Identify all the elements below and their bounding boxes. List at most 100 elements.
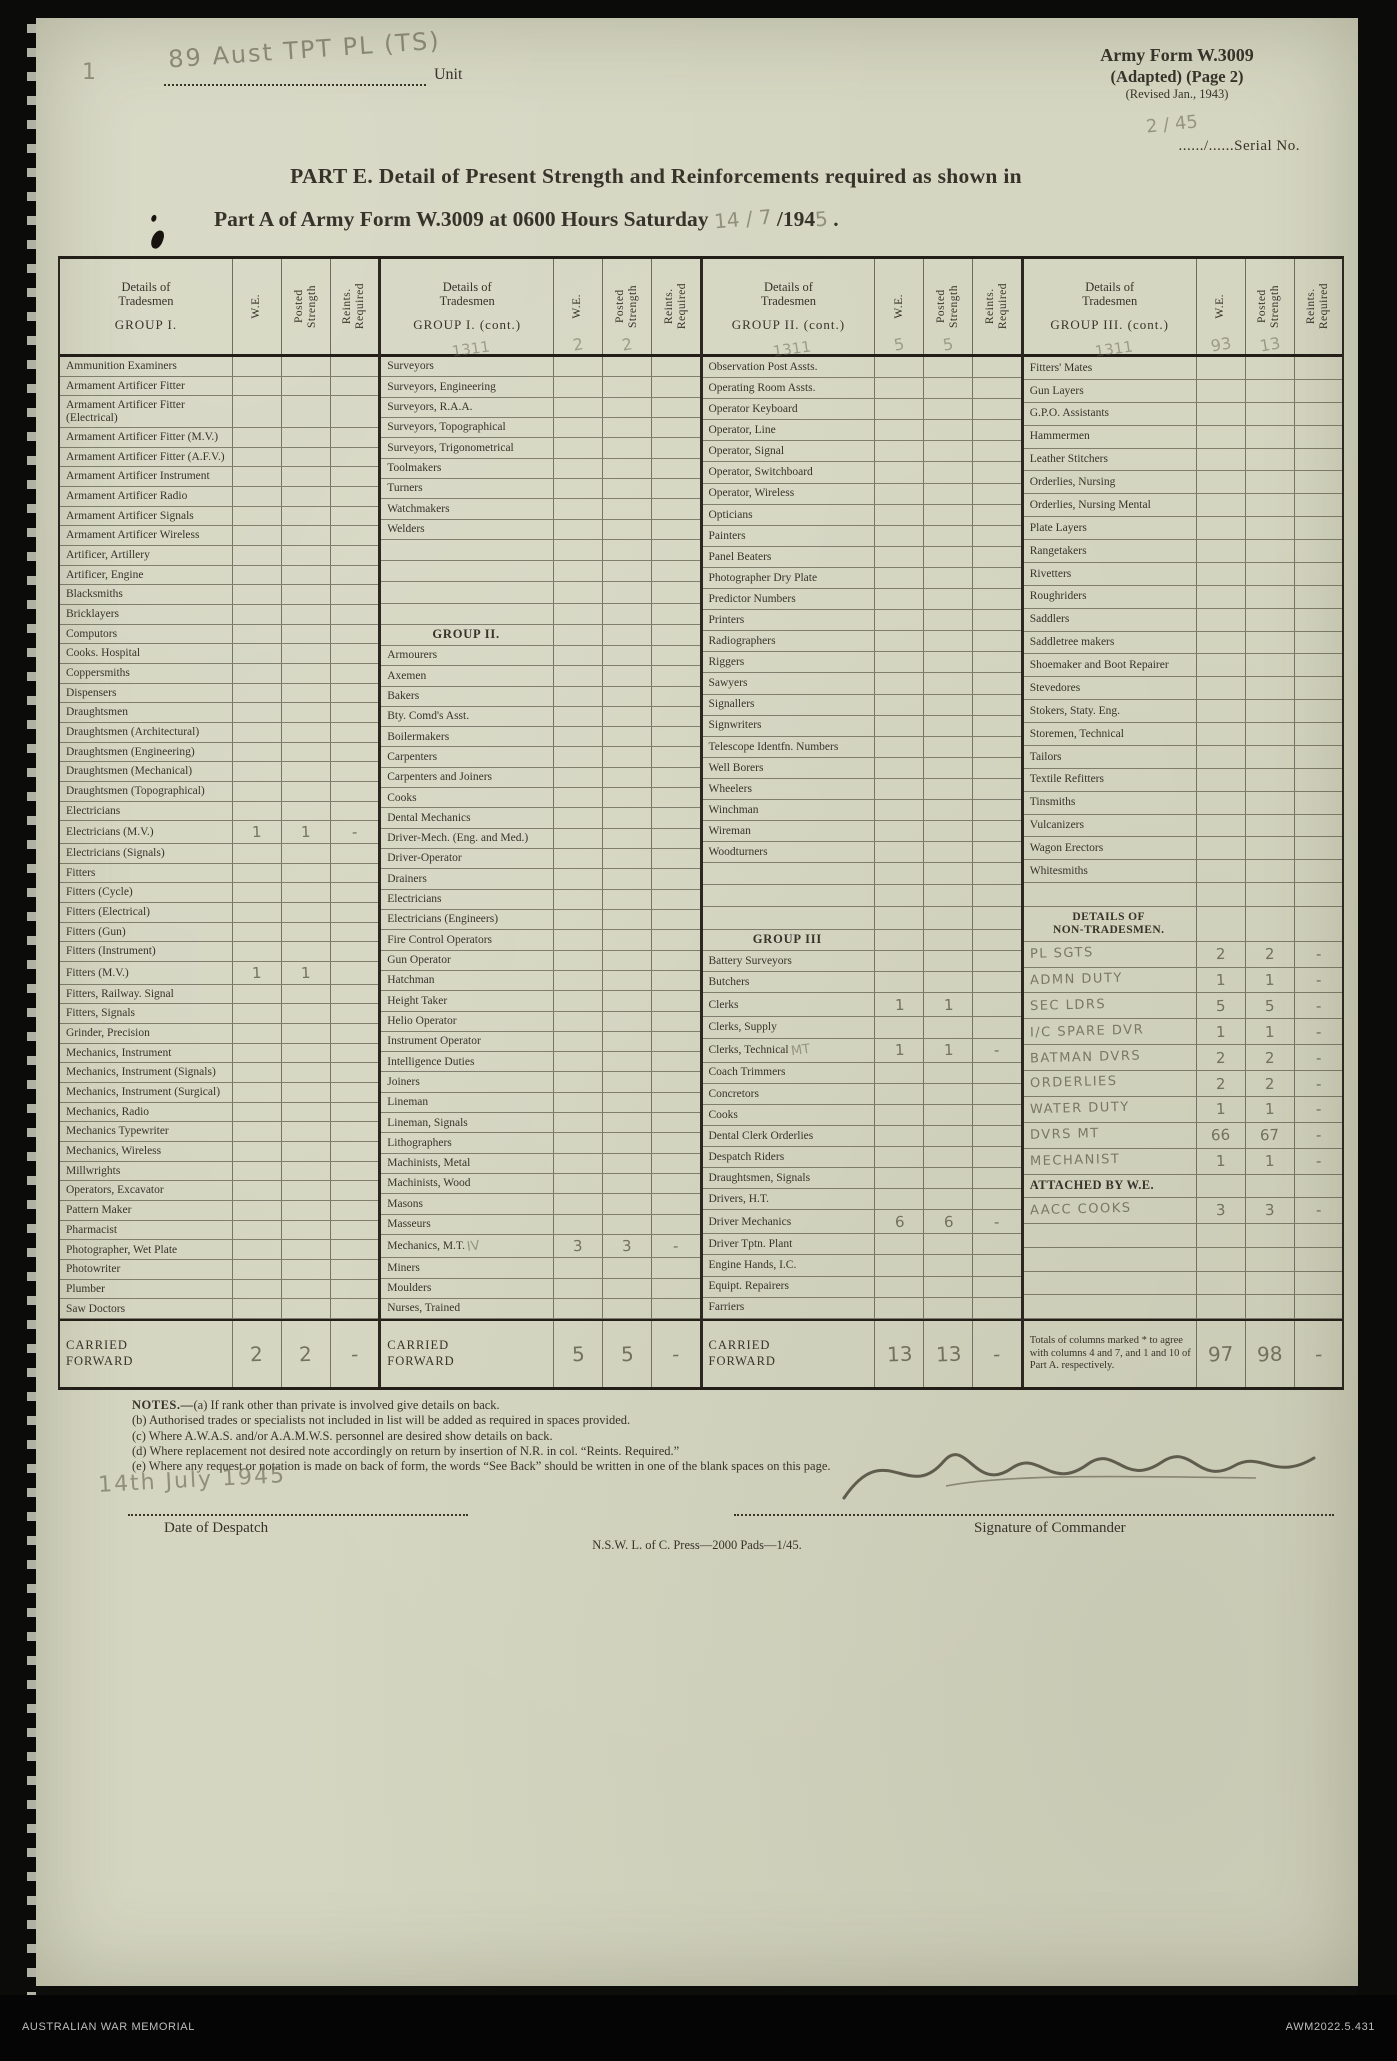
details-column-header: Details of Tradesmen GROUP III. (cont.) 13… xyxy=(1024,259,1196,361)
value-cell-reints xyxy=(1293,631,1342,654)
value-cell-posted xyxy=(280,1083,330,1102)
table-row: Electricians (M.V.) 1 1 - xyxy=(60,821,379,844)
value-cell-we xyxy=(874,951,923,972)
trade-label-cell: Plate Layers xyxy=(1024,517,1196,539)
value-cell-posted xyxy=(280,1122,330,1142)
value-cell-posted xyxy=(1244,791,1294,814)
handwritten-value: - xyxy=(351,823,358,842)
trade-label: Mechanics Typewriter xyxy=(66,1125,169,1138)
value-cell-we xyxy=(874,399,923,420)
trade-label-cell: Driver-Operator xyxy=(381,849,553,868)
value-cell-reints xyxy=(972,357,1020,378)
value-cell-we xyxy=(874,525,923,546)
value-cell-reints xyxy=(651,1011,699,1031)
trade-label-cell: Concretors xyxy=(703,1084,875,1104)
column-block-group-1-cont: Details of Tradesmen GROUP I. (cont.) 1311… xyxy=(378,259,700,1387)
table-row: Lithographers xyxy=(381,1133,700,1154)
value-cell-posted: 1 xyxy=(280,961,330,984)
trade-label-cell: Computors xyxy=(60,625,232,644)
value-cell-reints xyxy=(651,1113,699,1133)
note-text: (e) Where any request or notation is mad… xyxy=(132,1459,831,1473)
column-block-group-3-cont: Details of Tradesmen GROUP III. (cont.) 13… xyxy=(1020,259,1342,1387)
trade-label: Operator Keyboard xyxy=(708,403,798,416)
trade-label-cell xyxy=(1024,1248,1196,1271)
trade-label: AACC COOKS xyxy=(1029,1201,1132,1219)
trade-label: Masons xyxy=(387,1197,424,1210)
trade-label: Surveyors, R.A.A. xyxy=(387,401,473,414)
value-cell-reints xyxy=(1293,425,1342,448)
value-cell-reints xyxy=(972,589,1020,610)
trade-label: Ammunition Examiners xyxy=(66,360,177,373)
value-cell-posted xyxy=(923,483,972,504)
table-row: Draughtsmen (Engineering) xyxy=(60,742,379,763)
empty-row xyxy=(1023,1223,1342,1248)
trade-label-cell: Draughtsmen, Signals xyxy=(703,1168,875,1188)
value-cell-we xyxy=(1195,379,1245,402)
column-header-reints-text: Reints. Required xyxy=(662,283,688,330)
group-header-text: GROUP II. (cont.) xyxy=(731,317,846,333)
trade-label-cell: Photographer Dry Plate xyxy=(703,568,875,588)
value-cell-we xyxy=(553,561,602,582)
handwritten-value: - xyxy=(671,1341,680,1367)
trade-label-cell: Artificer, Engine xyxy=(60,566,232,585)
trade-label-cell: MECHANIST xyxy=(1024,1149,1196,1174)
value-cell-posted xyxy=(923,1168,972,1189)
trade-label-cell: DETAILS OF NON-TRADESMEN. xyxy=(1024,907,1196,941)
trade-label-cell: Grinder, Precision xyxy=(60,1024,232,1043)
value-cell-posted xyxy=(602,625,651,645)
table-row: Painters xyxy=(702,525,1021,547)
table-row: Saw Doctors xyxy=(60,1299,379,1320)
table-row: Electricians (Signals) xyxy=(60,843,379,864)
value-cell-we xyxy=(1195,562,1245,585)
trade-label: Clerks xyxy=(708,998,739,1011)
trade-label: Rivetters xyxy=(1029,567,1072,580)
trade-label: Computors xyxy=(66,627,118,640)
value-cell-reints xyxy=(972,1189,1020,1210)
value-cell-posted xyxy=(280,1063,330,1082)
trade-label-cell: Surveyors, Engineering xyxy=(381,377,553,396)
trade-label: Helio Operator xyxy=(387,1014,457,1027)
trade-label-cell: ORDERLIES xyxy=(1024,1071,1196,1096)
value-cell-reints xyxy=(329,624,378,644)
value-cell-posted xyxy=(602,519,651,539)
value-cell-posted xyxy=(923,546,972,567)
trade-label: Stokers, Staty. Eng. xyxy=(1029,704,1121,717)
value-cell-we xyxy=(553,767,602,788)
value-cell-reints xyxy=(651,458,699,478)
trade-label: Stevedores xyxy=(1029,681,1081,694)
value-cell-posted xyxy=(1244,448,1294,471)
trade-label-cell: Orderlies, Nursing xyxy=(1024,471,1196,493)
trade-label-cell: I/C SPARE DVR xyxy=(1024,1019,1196,1044)
value-cell-reints xyxy=(972,441,1020,462)
table-row: Millwrights xyxy=(60,1161,379,1182)
trade-label: Lineman xyxy=(387,1096,429,1109)
table-row: Dental Mechanics xyxy=(381,808,700,829)
table-row: Mechanics, Instrument (Surgical) xyxy=(60,1083,379,1103)
table-row: Drivers, H.T. xyxy=(702,1189,1021,1211)
footer-label-text: CARRIED FORWARD xyxy=(66,1338,134,1368)
value-cell-we xyxy=(231,1004,281,1023)
table-row: Armament Artificer Fitter (Electrical) xyxy=(60,396,379,428)
value-cell-we xyxy=(874,757,923,778)
empty-row xyxy=(381,582,700,604)
value-cell-we xyxy=(874,631,923,652)
table-row: Operators, Excavator xyxy=(60,1181,379,1202)
trade-label-cell: Wireman xyxy=(703,821,875,841)
value-cell-reints xyxy=(329,801,378,821)
trade-label-cell: Surveyors, Topographical xyxy=(381,418,553,437)
value-cell-we xyxy=(553,889,602,909)
value-cell-we xyxy=(874,863,923,885)
form-title-line1: PART E. Detail of Present Strength and R… xyxy=(290,164,1022,188)
empty-row xyxy=(381,539,700,562)
trade-label: Drivers, H.T. xyxy=(708,1193,769,1205)
table-row: Armament Artificer Signals xyxy=(60,506,379,527)
value-cell-we xyxy=(553,970,602,991)
column-header-posted-text: Posted Strength xyxy=(1256,285,1282,328)
table-row: Fitters (Electrical) xyxy=(60,902,379,923)
table-row: Cooks xyxy=(702,1104,1021,1126)
trade-label: Hammermen xyxy=(1029,430,1090,443)
handwritten-value: - xyxy=(1315,945,1322,964)
table-row: Armament Artificer Fitter (A.F.V.) xyxy=(60,447,379,468)
value-cell-we xyxy=(874,1168,923,1189)
value-cell-reints xyxy=(651,1174,699,1194)
